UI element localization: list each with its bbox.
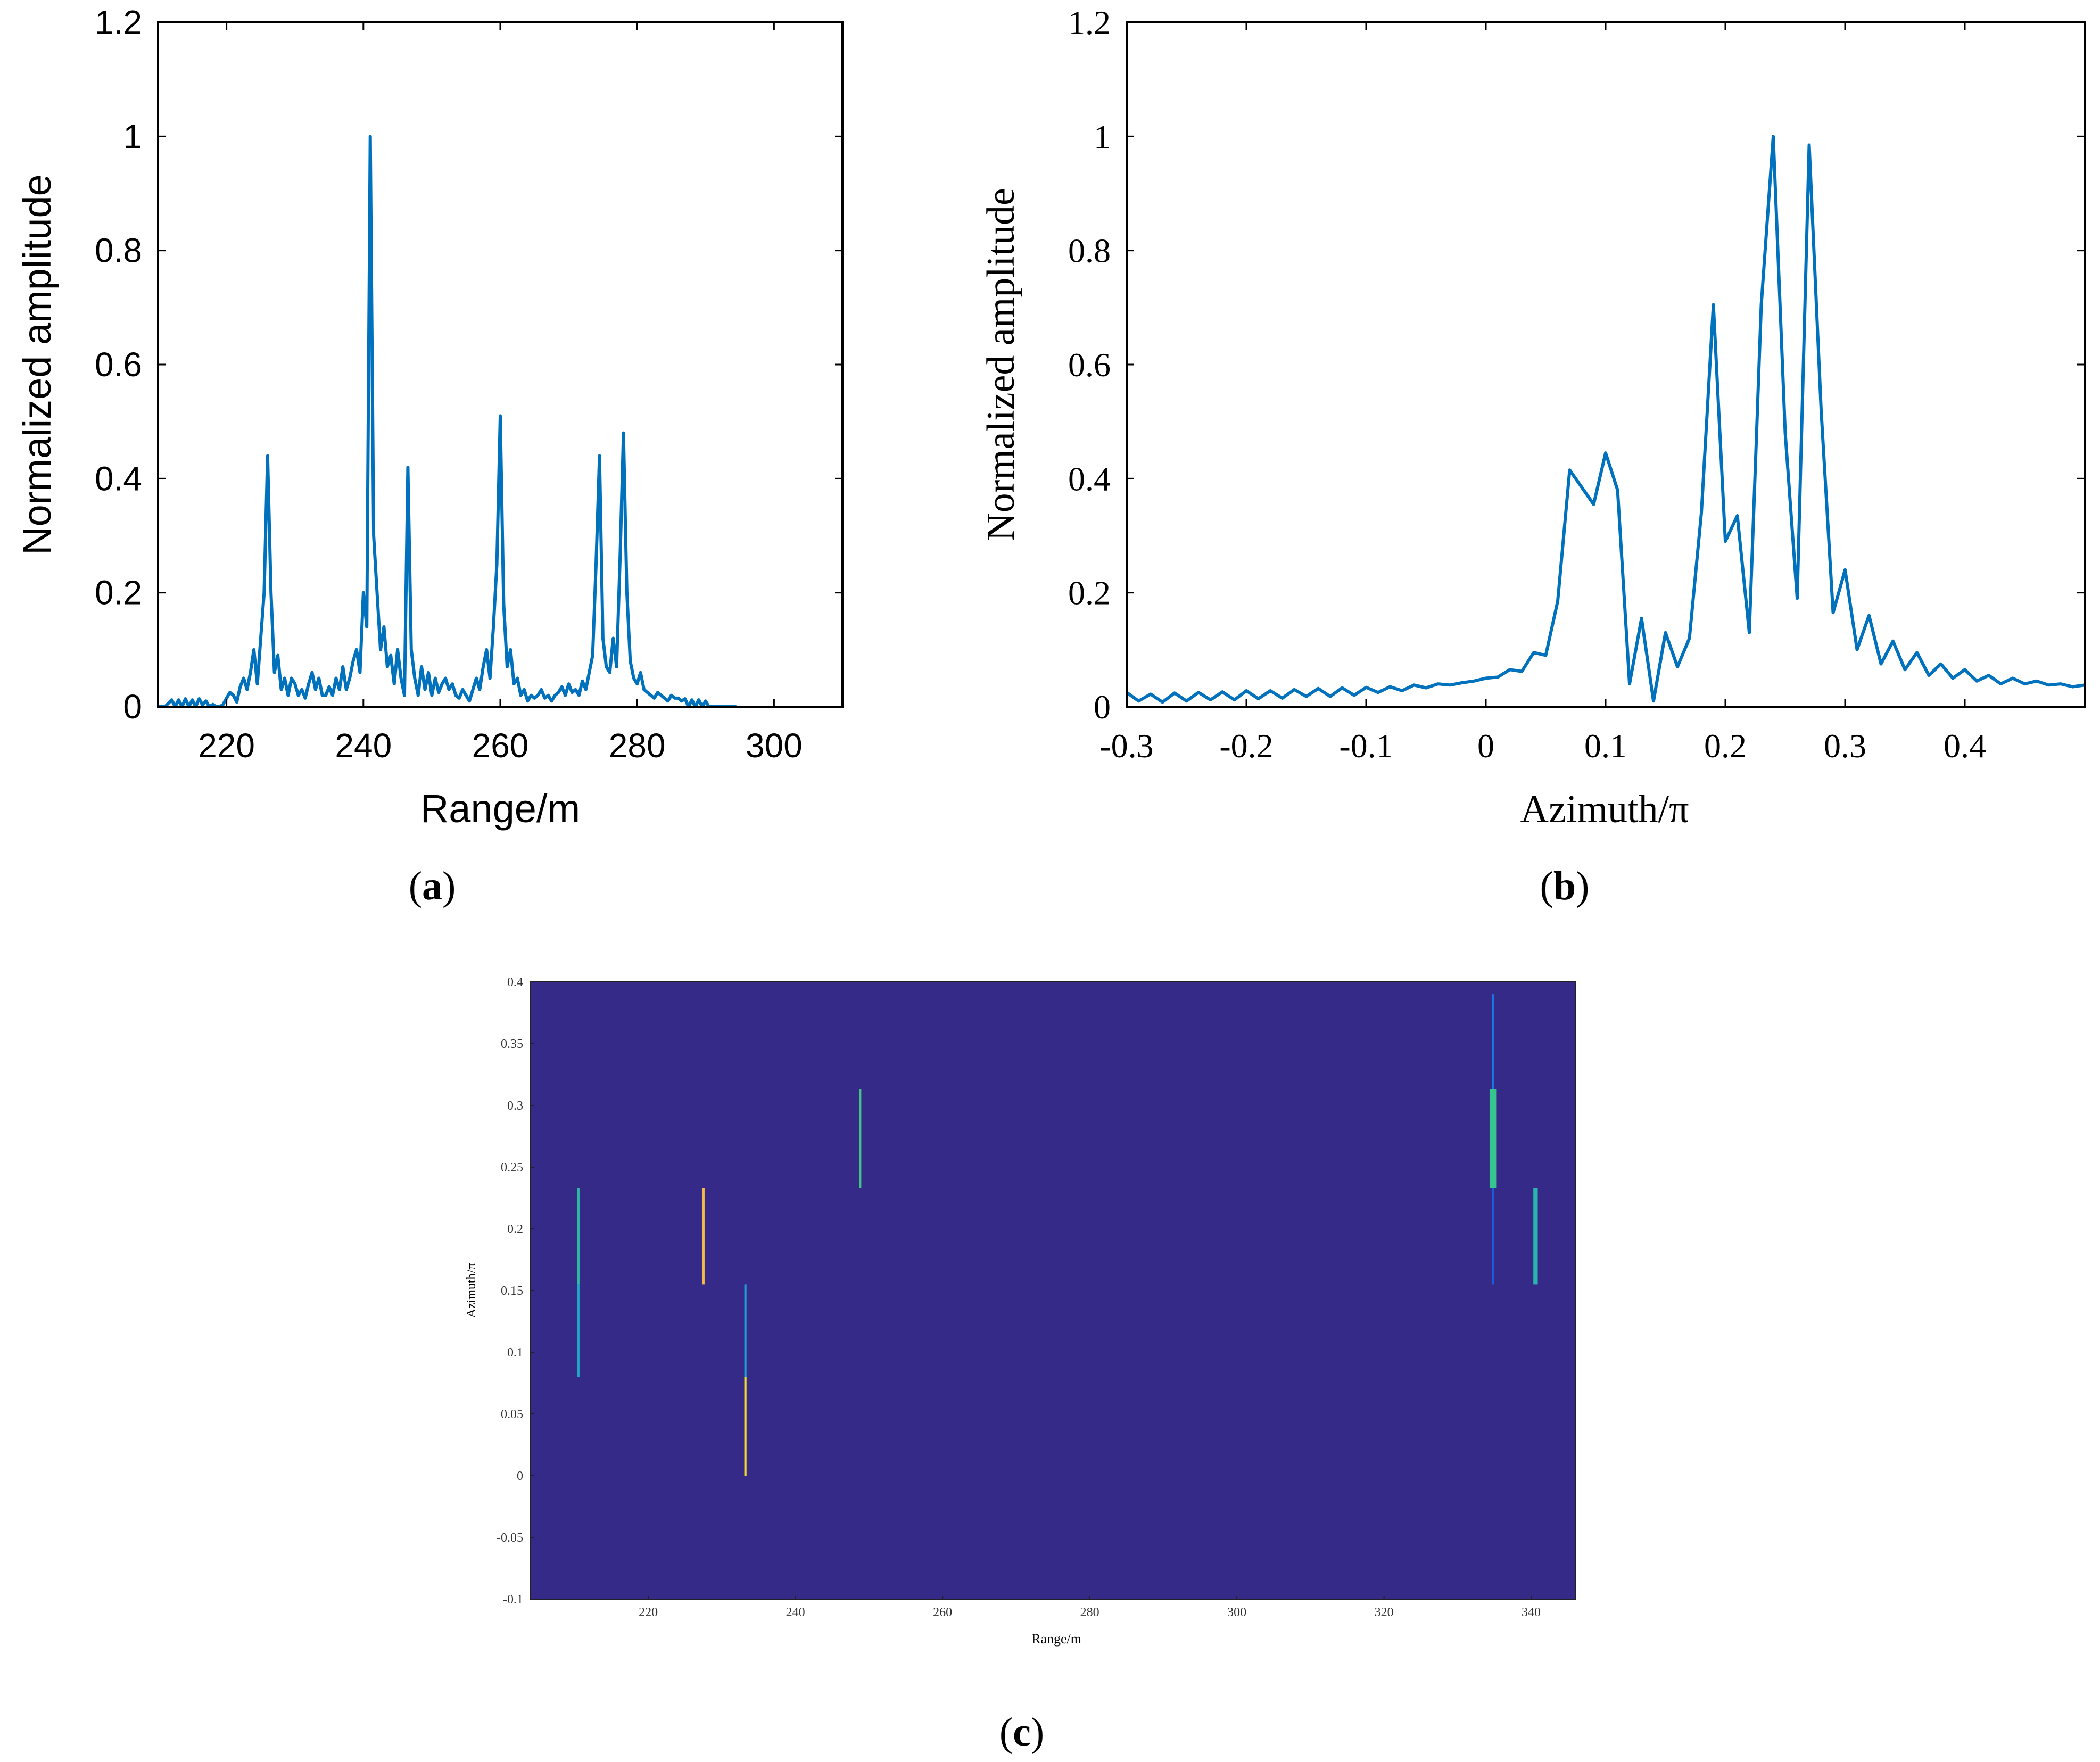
chart-a-y-tick-label: 0.6	[95, 345, 142, 384]
chart-c-y-tick-label: 0.2	[507, 1222, 523, 1236]
chart-a-x-axis-label: Range/m	[420, 787, 580, 831]
chart-c-y-tick-label: 0.15	[501, 1284, 523, 1298]
chart-a-series-line	[158, 135, 737, 707]
panel-b: -0.3 -0.2 -0.1 0 0.1 0.2 0.3 0.4 0 0.2 0.4 0.6 0.8 1 1…	[979, 4, 2086, 908]
chart-b-x-tick-label: -0.2	[1219, 727, 1273, 765]
chart-c-heatmap-cell	[577, 1188, 580, 1285]
chart-b-plot-frame	[1126, 21, 2086, 708]
chart-c-x-tick-label: 220	[639, 1606, 658, 1619]
panel-c: 220 240 260 280 300 320 340 -0.1 -0.05 0 0.05 0.1 0.…	[465, 975, 1576, 1755]
chart-a-x-tick-label: 260	[472, 726, 529, 765]
panel-a-caption: (a)	[409, 864, 456, 908]
chart-c-y-tick-label: -0.05	[497, 1531, 523, 1545]
chart-a-y-axis-label: Normalized amplitude	[15, 174, 59, 555]
chart-c-y-tick-label: 0.3	[507, 1099, 523, 1113]
chart-b-y-tick-label: 0	[1094, 688, 1111, 726]
chart-c-heatmap-cell	[1492, 994, 1494, 1089]
panel-b-caption-letter: b	[1553, 864, 1576, 908]
chart-c-x-axis-label: Range/m	[1031, 1631, 1081, 1647]
chart-a-x-tick-label: 300	[746, 726, 803, 765]
chart-a-y-tick-label: 0.8	[95, 231, 142, 270]
chart-c-x-tick-label: 260	[933, 1606, 952, 1619]
panel-a: 220 240 260 280 300 0 0.2 0.4 0.6 0.8 1 1.2 Range/m…	[15, 3, 844, 908]
chart-b-y-tick-label: 1.2	[1068, 4, 1111, 42]
panel-c-caption: (c)	[999, 1710, 1044, 1755]
panel-c-caption-letter: c	[1013, 1710, 1031, 1755]
chart-a-x-tick-label: 280	[609, 726, 666, 765]
chart-b-x-tick-label: -0.3	[1099, 727, 1153, 765]
chart-c-y-tick-label: -0.1	[503, 1593, 523, 1607]
chart-b-x-tick-label: 0.3	[1824, 727, 1866, 765]
chart-c-y-tick-label: 0.35	[501, 1037, 523, 1051]
chart-b-x-axis-label: Azimuth/π	[1520, 788, 1689, 831]
chart-c-y-tick-label: 0.4	[507, 975, 523, 989]
chart-c-y-tick-label: 0	[517, 1469, 523, 1483]
chart-a-x-tick-label: 240	[335, 726, 392, 765]
chart-a-y-tick-label: 0.2	[95, 574, 142, 612]
chart-c-heatmap-cell	[744, 1284, 747, 1377]
chart-b-y-tick-label: 0.6	[1068, 346, 1111, 384]
chart-a-x-tick-label: 220	[198, 726, 255, 765]
panel-a-caption-letter: a	[422, 864, 442, 908]
chart-c-heatmap-cell	[702, 1188, 705, 1285]
chart-c-x-tick-label: 320	[1375, 1606, 1394, 1619]
chart-c-heatmap-cell	[1489, 1089, 1497, 1188]
chart-c-y-tick-label: 0.05	[501, 1408, 523, 1421]
chart-a-y-tick-label: 1	[123, 117, 142, 155]
chart-b-y-tick-label: 0.4	[1068, 460, 1111, 498]
chart-b-x-tick-label: 0	[1477, 727, 1494, 765]
chart-c-heatmap-cell	[577, 1284, 580, 1377]
chart-c-heatmap-cell	[859, 1089, 862, 1188]
chart-c-y-axis-label: Azimuth/π	[465, 1263, 478, 1318]
chart-b-y-axis-label: Normalized amplitude	[979, 188, 1023, 541]
panel-b-caption: (b)	[1540, 864, 1590, 908]
chart-c-x-tick-label: 280	[1080, 1606, 1099, 1619]
chart-b-y-tick-label: 0.8	[1068, 232, 1111, 270]
chart-c-heatmap-cell	[744, 1377, 747, 1476]
chart-c-x-tick-label: 300	[1227, 1606, 1246, 1619]
chart-b-x-tick-label: 0.4	[1944, 727, 1986, 765]
chart-b-x-tick-label: 0.2	[1704, 727, 1747, 765]
chart-c-heatmap-cell	[1533, 1188, 1538, 1285]
chart-b-y-tick-label: 1	[1094, 118, 1111, 155]
chart-b-x-tick-label: -0.1	[1339, 727, 1393, 765]
chart-c-y-tick-label: 0.25	[501, 1161, 523, 1174]
chart-c-y-tick-label: 0.1	[507, 1346, 523, 1360]
chart-b-y-tick-label: 0.2	[1068, 574, 1111, 612]
chart-b-series-line	[1127, 135, 2085, 704]
chart-a-plot-frame	[157, 21, 844, 708]
chart-c-heatmap-cell	[1492, 1188, 1494, 1285]
chart-b-x-tick-label: 0.1	[1584, 727, 1627, 765]
chart-c-x-tick-label: 240	[786, 1606, 805, 1619]
chart-a-y-tick-label: 1.2	[95, 3, 142, 42]
chart-a-y-tick-label: 0	[123, 688, 142, 726]
chart-c-heatmap-background	[531, 982, 1575, 1599]
chart-c-x-tick-label: 340	[1522, 1606, 1541, 1619]
chart-a-y-tick-label: 0.4	[95, 459, 142, 498]
